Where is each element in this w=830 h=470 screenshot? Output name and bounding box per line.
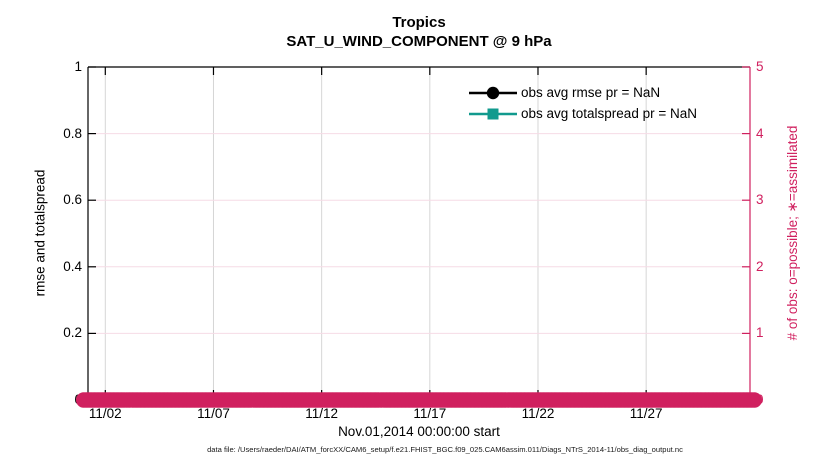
- right-ytick-label: 4: [756, 125, 764, 141]
- chart-title: Tropics: [392, 14, 446, 31]
- xtick-label: 11/27: [629, 406, 663, 421]
- xtick-label: 11/22: [521, 406, 555, 421]
- chart-subtitle: SAT_U_WIND_COMPONENT @ 9 hPa: [286, 33, 552, 50]
- x-axis-label: Nov.01,2014 00:00:00 start: [338, 424, 500, 439]
- xtick-label: 11/07: [197, 406, 230, 421]
- right-ytick-label: 3: [756, 192, 764, 208]
- left-ytick-label: 1: [74, 59, 82, 74]
- legend-circle-marker-icon: [469, 86, 517, 99]
- legend: obs avg rmse pr = NaN obs avg totalspread…: [468, 82, 697, 124]
- left-ytick-label: 0.8: [63, 125, 82, 141]
- left-ytick-label: 0.4: [63, 258, 82, 274]
- right-ytick-label: 2: [756, 258, 764, 274]
- legend-item: obs avg totalspread pr = NaN: [468, 103, 697, 124]
- legend-item: obs avg rmse pr = NaN: [468, 82, 697, 103]
- right-axis-label: # of obs: o=possible; ∗=assimilated: [785, 125, 800, 341]
- right-ytick-label: 5: [756, 59, 764, 74]
- legend-square-marker-icon: [469, 108, 517, 119]
- xtick-label: 11/17: [413, 406, 447, 421]
- xtick-label: 11/02: [88, 406, 122, 421]
- legend-label: obs avg rmse pr = NaN: [521, 85, 661, 100]
- left-ytick-label: 0.6: [63, 192, 82, 208]
- right-ytick-label: 1: [756, 325, 764, 341]
- obs-count-marker: [746, 392, 763, 408]
- data-file-path: data file: /Users/raeder/DAI/ATM_forcXX/…: [207, 445, 683, 454]
- left-axis-label: rmse and totalspread: [32, 169, 48, 297]
- legend-label: obs avg totalspread pr = NaN: [521, 106, 697, 121]
- xtick-label: 11/12: [305, 406, 339, 421]
- left-ytick-label: 0.2: [63, 325, 82, 341]
